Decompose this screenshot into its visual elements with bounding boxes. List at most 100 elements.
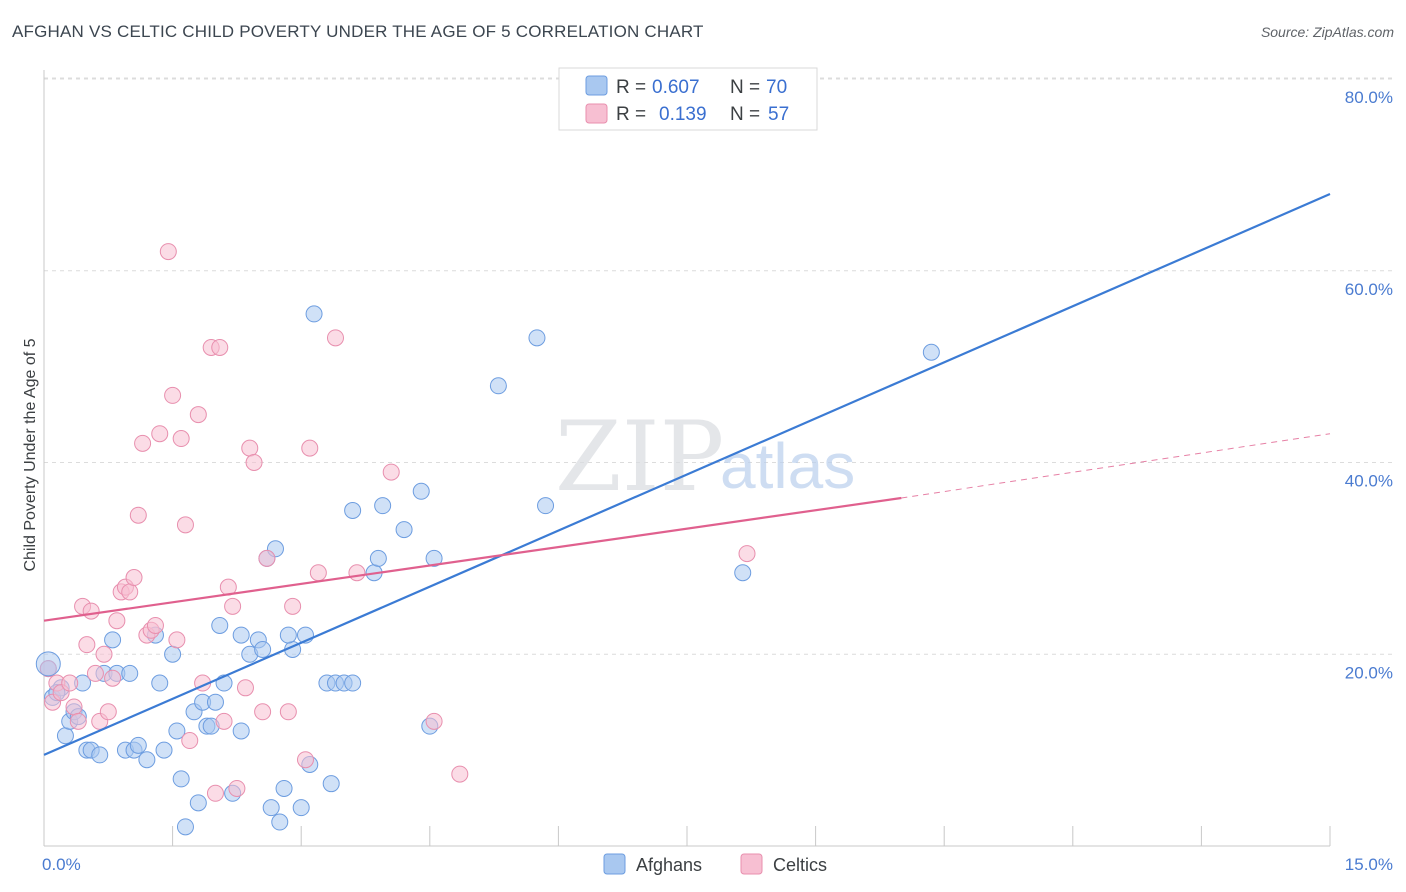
y-tick-label-20: 20.0% — [1345, 663, 1393, 682]
celtics-trend-line-extension — [901, 433, 1331, 499]
celtics-point-14 — [104, 669, 122, 687]
y-tick-label-60: 60.0% — [1345, 280, 1393, 299]
legend-n-value-celtics: 57 — [768, 104, 789, 125]
celtics-point-19 — [125, 569, 143, 587]
afghans-point-30 — [211, 616, 229, 634]
afghans-point-65 — [922, 343, 940, 361]
x-tick-label-min: 0.0% — [42, 855, 81, 874]
celtics-point-28 — [172, 430, 190, 448]
bottom-legend: Afghans Celtics — [603, 853, 827, 875]
afghans-point-19 — [155, 741, 173, 759]
celtics-point-13 — [99, 703, 117, 721]
celtics-point-15 — [108, 612, 126, 630]
x-tick-marks — [43, 826, 1331, 846]
legend-r-label-afghans: R = — [616, 77, 646, 98]
gridlines — [44, 77, 1392, 655]
afghans-point-22 — [172, 770, 190, 788]
afghans-point-cluster — [35, 651, 61, 677]
afghans-point-16 — [138, 751, 156, 769]
legend-r-value-afghans: 0.607 — [652, 77, 700, 98]
celtics-point-6 — [69, 712, 87, 730]
celtics-point-39 — [228, 779, 246, 797]
legend-r-label-celtics: R = — [616, 104, 646, 125]
data-points — [35, 243, 940, 836]
bottom-legend-swatch-afghans — [603, 853, 626, 875]
celtics-point-55 — [738, 545, 756, 563]
afghans-point-15 — [129, 736, 147, 754]
legend-n-label-celtics: N = — [730, 104, 760, 125]
legend-swatch-afghans — [585, 75, 608, 96]
afghans-point-41 — [271, 813, 289, 831]
afghans-point-57 — [395, 521, 413, 539]
celtics-point-30 — [181, 732, 199, 750]
watermark-atlas: atlas — [720, 430, 855, 502]
y-axis-label: Child Poverty Under the Age of 5 — [22, 338, 39, 571]
celtics-point-38 — [224, 597, 242, 615]
afghans-point-52 — [344, 674, 362, 692]
celtics-point-34 — [206, 784, 224, 802]
afghans-point-47 — [305, 305, 323, 323]
afghans-point-23 — [176, 818, 194, 836]
afghans-point-33 — [232, 722, 250, 740]
celtics-point-26 — [164, 386, 182, 404]
afghans-point-62 — [537, 497, 555, 515]
celtics-point-29 — [176, 516, 194, 534]
celtics-point-31 — [189, 406, 207, 424]
celtics-point-46 — [279, 703, 297, 721]
afghans-point-53 — [344, 501, 362, 519]
celtics-point-44 — [258, 549, 276, 567]
afghans-point-39 — [262, 799, 280, 817]
bottom-legend-afghans: Afghans — [636, 855, 702, 875]
legend-r-value-celtics: 0.139 — [659, 104, 707, 125]
legend-n-label-afghans: N = — [730, 77, 760, 98]
celtics-point-35 — [211, 338, 229, 356]
y-tick-labels: 20.0% 40.0% 60.0% 80.0% — [1345, 88, 1393, 682]
celtics-point-24 — [151, 425, 169, 443]
afghans-point-42 — [275, 779, 293, 797]
x-tick-label-max: 15.0% — [1345, 855, 1393, 874]
celtics-point-36 — [215, 712, 233, 730]
celtics-point-50 — [326, 329, 344, 347]
afghans-point-59 — [425, 549, 443, 567]
celtics-point-56 — [146, 616, 164, 634]
bottom-legend-celtics: Celtics — [773, 855, 827, 875]
afghans-point-56 — [374, 497, 392, 515]
celtics-point-8 — [78, 636, 96, 654]
celtics-point-53 — [425, 712, 443, 730]
afghans-point-11 — [104, 631, 122, 649]
afghans-point-64 — [734, 564, 752, 582]
bottom-legend-swatch-celtics — [740, 853, 763, 875]
celtics-point-41 — [241, 439, 259, 457]
celtics-point-4 — [61, 674, 79, 692]
afghans-point-18 — [151, 674, 169, 692]
afghans-point-50 — [322, 775, 340, 793]
afghans-point-61 — [489, 377, 507, 395]
legend-box: R = 0.607 N = 70 R = 0.139 N = 57 — [558, 67, 818, 131]
celtics-point-20 — [129, 506, 147, 524]
afghans-point-44 — [292, 799, 310, 817]
celtics-point-48 — [301, 439, 319, 457]
afghans-point-25 — [189, 794, 207, 812]
afghans-point-34 — [232, 626, 250, 644]
source-label: Source: ZipAtlas.com — [1260, 24, 1394, 40]
afghans-point-21 — [168, 722, 186, 740]
celtics-point-40 — [236, 679, 254, 697]
celtics-point-25 — [159, 243, 177, 261]
afghans-point-3 — [56, 727, 74, 745]
celtics-point-47 — [296, 751, 314, 769]
celtics-point-54 — [451, 765, 469, 783]
afghans-point-68 — [121, 664, 139, 682]
afghans-point-20 — [164, 645, 182, 663]
afghans-point-55 — [369, 549, 387, 567]
celtics-point-12 — [95, 645, 113, 663]
afghans-point-69 — [279, 626, 297, 644]
afghans-point-37 — [254, 640, 272, 658]
celtics-point-27 — [168, 631, 186, 649]
afghans-point-58 — [412, 482, 430, 500]
celtics-point-42 — [245, 454, 263, 471]
celtics-point-43 — [254, 703, 272, 721]
y-tick-label-80: 80.0% — [1345, 88, 1393, 107]
afghans-trend-line — [43, 193, 1331, 756]
celtics-point-51 — [348, 564, 366, 582]
